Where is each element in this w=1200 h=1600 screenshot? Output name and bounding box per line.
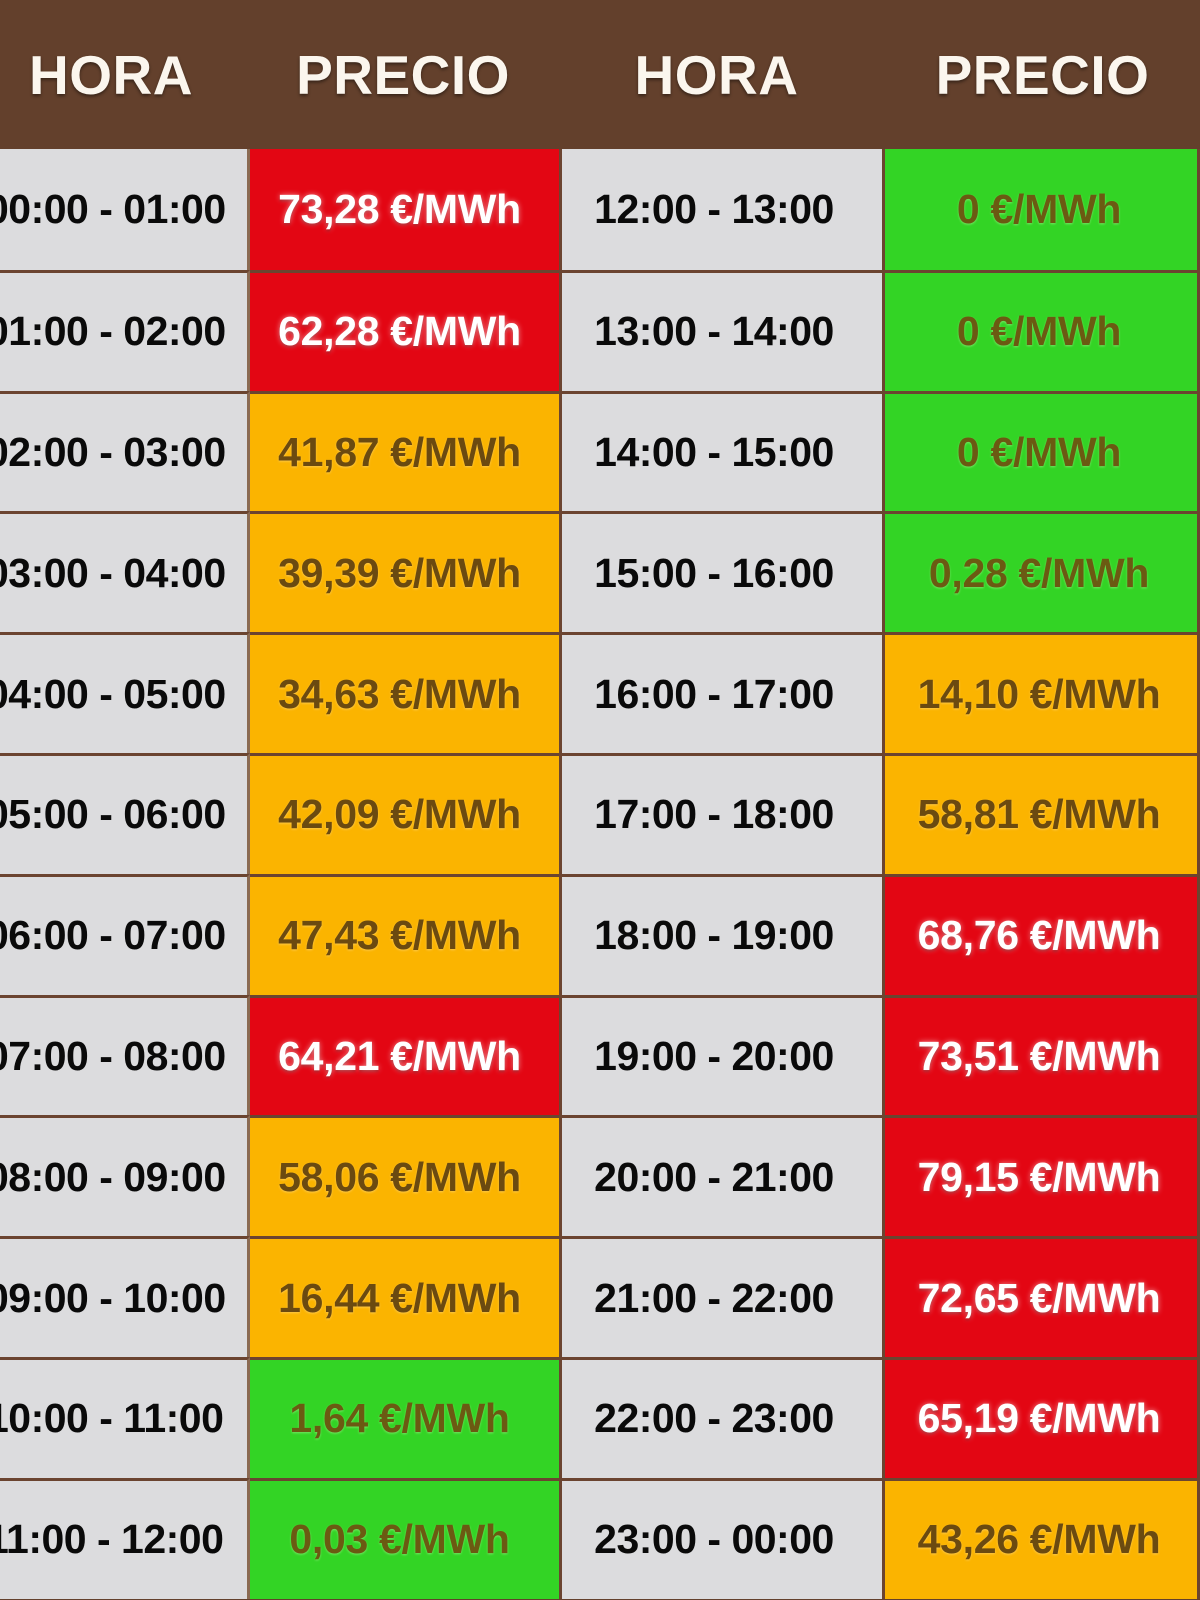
table-row-price-left: 16,44 €/MWh bbox=[250, 1236, 562, 1357]
table-row-price-right: 14,10 €/MWh bbox=[885, 632, 1200, 753]
table-row-price-left: 47,43 €/MWh bbox=[250, 873, 562, 995]
table-row-hour-right: 16:00 - 17:00 bbox=[562, 632, 885, 753]
table-row-price-left: 1,64 €/MWh bbox=[250, 1356, 562, 1478]
column-header-precio-2: PRECIO bbox=[935, 43, 1150, 106]
table-row-hour-left: 06:00 - 07:00 bbox=[0, 873, 250, 995]
table-row-hour-left: 11:00 - 12:00 bbox=[0, 1477, 250, 1599]
column-header-hora-2: HORA bbox=[634, 43, 799, 106]
table-row-price-left: 41,87 €/MWh bbox=[250, 390, 562, 512]
table-row-hour-left: 07:00 - 08:00 bbox=[0, 994, 250, 1116]
table-row-hour-right: 19:00 - 20:00 bbox=[562, 994, 885, 1116]
table-row-hour-right: 14:00 - 15:00 bbox=[562, 390, 885, 512]
table-row-hour-right: 12:00 - 13:00 bbox=[562, 149, 885, 270]
table-row-price-right: 65,19 €/MWh bbox=[885, 1356, 1200, 1478]
table-row-hour-left: 00:00 - 01:00 bbox=[0, 149, 250, 270]
table-row-price-left: 73,28 €/MWh bbox=[250, 149, 562, 270]
table-row-hour-left: 09:00 - 10:00 bbox=[0, 1236, 250, 1357]
table-row-price-left: 64,21 €/MWh bbox=[250, 994, 562, 1116]
table-row-price-left: 39,39 €/MWh bbox=[250, 511, 562, 633]
table-row-hour-left: 04:00 - 05:00 bbox=[0, 632, 250, 753]
table-row-price-left: 58,06 €/MWh bbox=[250, 1115, 562, 1237]
table-row-hour-left: 08:00 - 09:00 bbox=[0, 1115, 250, 1237]
table-row-hour-left: 10:00 - 11:00 bbox=[0, 1356, 250, 1478]
table-row-price-right: 68,76 €/MWh bbox=[885, 873, 1200, 995]
table-row-hour-right: 13:00 - 14:00 bbox=[562, 269, 885, 391]
table-row-price-left: 42,09 €/MWh bbox=[250, 752, 562, 874]
table-row-hour-left: 01:00 - 02:00 bbox=[0, 269, 250, 391]
column-header-precio-1: PRECIO bbox=[296, 43, 510, 106]
table-row-price-right: 43,26 €/MWh bbox=[885, 1477, 1200, 1599]
column-header-hora-1: HORA bbox=[29, 43, 193, 106]
table-row-price-right: 0 €/MWh bbox=[885, 149, 1200, 270]
table-row-hour-right: 22:00 - 23:00 bbox=[562, 1356, 885, 1478]
table-row-price-right: 58,81 €/MWh bbox=[885, 752, 1200, 874]
table-row-price-right: 0 €/MWh bbox=[885, 390, 1200, 512]
table-row-hour-left: 02:00 - 03:00 bbox=[0, 390, 250, 512]
table-header: HORA PRECIO HORA PRECIO bbox=[0, 0, 1200, 149]
table-row-price-right: 0,28 €/MWh bbox=[885, 511, 1200, 633]
table-row-price-right: 79,15 €/MWh bbox=[885, 1115, 1200, 1237]
table-row-hour-left: 03:00 - 04:00 bbox=[0, 511, 250, 633]
table-row-price-right: 73,51 €/MWh bbox=[885, 994, 1200, 1116]
table-row-price-right: 0 €/MWh bbox=[885, 269, 1200, 391]
table-row-price-left: 34,63 €/MWh bbox=[250, 632, 562, 753]
table-row-hour-right: 15:00 - 16:00 bbox=[562, 511, 885, 633]
table-row-price-left: 0,03 €/MWh bbox=[250, 1477, 562, 1599]
table-row-hour-left: 05:00 - 06:00 bbox=[0, 752, 250, 874]
table-row-price-left: 62,28 €/MWh bbox=[250, 269, 562, 391]
table-row-hour-right: 21:00 - 22:00 bbox=[562, 1236, 885, 1357]
table-row-hour-right: 18:00 - 19:00 bbox=[562, 873, 885, 995]
table-row-hour-right: 17:00 - 18:00 bbox=[562, 752, 885, 874]
table-row-hour-right: 20:00 - 21:00 bbox=[562, 1115, 885, 1237]
table-row-hour-right: 23:00 - 00:00 bbox=[562, 1477, 885, 1599]
table-row-price-right: 72,65 €/MWh bbox=[885, 1236, 1200, 1357]
price-grid: 00:00 - 01:00 73,28 €/MWh 12:00 - 13:00 0 €… bbox=[0, 149, 1200, 1599]
